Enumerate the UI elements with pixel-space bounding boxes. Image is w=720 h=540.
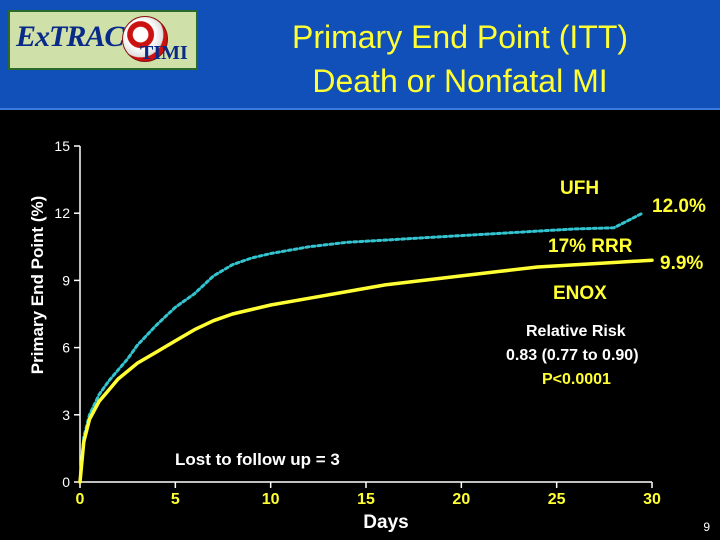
enox-end-value: 9.9% bbox=[660, 253, 704, 274]
x-tick-label: 20 bbox=[452, 491, 470, 508]
relative-risk-title: Relative Risk bbox=[526, 323, 626, 340]
chart-series bbox=[78, 211, 654, 484]
kaplan-meier-chart: 0 3 6 9 12 15 0 5 10 15 20 25 30 Days bbox=[54, 138, 661, 533]
enox-label: ENOX bbox=[553, 283, 607, 304]
relative-risk-value: 0.83 (0.77 to 0.90) bbox=[506, 347, 639, 364]
chart-axes: 0 3 6 9 12 15 0 5 10 15 20 25 30 Days bbox=[54, 138, 661, 533]
y-tick-label: 3 bbox=[62, 407, 70, 423]
y-tick-label: 6 bbox=[62, 340, 70, 356]
x-tick-label: 10 bbox=[262, 491, 280, 508]
series-line-enox bbox=[78, 258, 654, 484]
ufh-label: UFH bbox=[560, 178, 600, 199]
lost-to-follow-up: Lost to follow up = 3 bbox=[175, 450, 340, 469]
extract-timi-logo: ExTRACT TIMI 25 bbox=[8, 10, 198, 70]
x-tick-label: 30 bbox=[643, 491, 661, 508]
x-tick-label: 5 bbox=[171, 491, 180, 508]
globe-icon bbox=[122, 16, 168, 62]
y-tick-label: 0 bbox=[62, 474, 70, 490]
slide-title-line2: Death or Nonfatal MI bbox=[312, 63, 608, 99]
x-tick-label: 15 bbox=[357, 491, 375, 508]
y-axis-label: Primary End Point (%) bbox=[28, 195, 47, 375]
y-tick-label: 9 bbox=[62, 272, 70, 288]
rrr-label: 17% RRR bbox=[548, 236, 633, 257]
x-axis-label: Days bbox=[363, 512, 408, 533]
page-number: 9 bbox=[703, 520, 710, 534]
ufh-end-value: 12.0% bbox=[652, 196, 706, 217]
x-tick-label: 25 bbox=[548, 491, 566, 508]
slide-header: ExTRACT TIMI 25 Primary End Point (ITT) … bbox=[0, 0, 720, 110]
slide-title-line1: Primary End Point (ITT) bbox=[291, 19, 629, 55]
y-tick-label: 12 bbox=[54, 205, 70, 221]
p-value: P<0.0001 bbox=[542, 371, 611, 388]
series-line-ufh bbox=[78, 211, 644, 484]
y-tick-label: 15 bbox=[54, 138, 70, 154]
x-tick-label: 0 bbox=[76, 491, 85, 508]
